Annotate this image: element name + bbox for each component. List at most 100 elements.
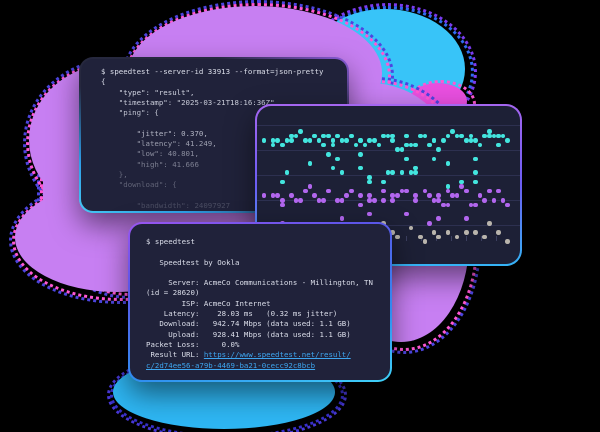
gray-dense-row-dot (418, 234, 423, 240)
cyan-scatter-dot (473, 156, 478, 162)
plot-gridline (257, 200, 520, 201)
cyan-scatter-dot (459, 179, 464, 185)
cyan-dense-row-dot (441, 138, 446, 143)
purple-dense-row-dot (459, 184, 464, 189)
purple-dense-row-dot (445, 188, 451, 194)
purple-dense-row-dot (454, 193, 460, 198)
cyan-scatter-dot (390, 170, 395, 175)
cyan-dense-row-dot (316, 138, 322, 143)
cyan-dense-row-dot (487, 133, 492, 139)
cyan-dense-row-dot (289, 138, 294, 143)
purple-dense-row-dot (280, 198, 285, 203)
cyan-dense-row-dot (270, 138, 276, 143)
purple-dense-row-dot (372, 198, 377, 203)
cyan-scatter-dot (330, 165, 336, 171)
purple-dense-row-dot (390, 198, 395, 203)
purple-dense-row-dot (500, 198, 506, 203)
gray-dense-row-dot (390, 230, 395, 235)
cyan-dense-row-dot (321, 142, 326, 148)
purple-dense-row-dot (275, 193, 280, 198)
purple-dense-row-dot (468, 202, 474, 208)
cyan-dense-row-dot (473, 138, 478, 143)
terminal-line (146, 268, 390, 278)
purple-dense-row-dot (316, 198, 322, 203)
terminal-line: "latency": 41.249, (101, 139, 217, 149)
cyan-dense-row-dot (335, 133, 340, 139)
purple-dense-row-dot (464, 188, 469, 194)
terminal-line: Upload: 928.41 Mbps (data used: 1.1 GB) (146, 329, 351, 339)
cyan-dense-row-dot (289, 133, 294, 139)
terminal-line: Download: 942.74 Mbps (data used: 1.1 GB… (146, 319, 351, 329)
cyan-dense-row-dot (339, 138, 345, 143)
terminal-line: "high": 41.666 (101, 159, 199, 169)
terminal-line: Result URL: https://www.speedtest.net/re… (146, 350, 351, 360)
cyan-dense-row-dot (404, 133, 409, 139)
cyan-scatter-dot (339, 170, 345, 175)
terminal-line: (id = 28620) (146, 288, 200, 298)
purple-dense-row-dot (358, 202, 363, 208)
purple-dense-row-dot (349, 188, 354, 194)
x-axis-tick (496, 236, 497, 241)
cyan-scatter-dot (413, 165, 418, 171)
cyan-scatter-dot (335, 156, 340, 162)
terminal-line: "timestamp": "2025-03-21T18:16:36Z", (101, 97, 279, 107)
result-url-link[interactable]: c/2d74ee56-a79b-4469-ba21-0cecc92c8bcb (146, 360, 316, 370)
cyan-scatter-dot (358, 165, 363, 171)
gray-dense-row-dot (431, 230, 437, 235)
purple-dense-row-dot (335, 198, 340, 203)
purple-dense-row-dot (381, 188, 386, 194)
speedtest-terminal-output: $ speedtest Speedtest by Ookla Server: A… (146, 237, 390, 371)
gray-dense-row-dot (445, 230, 451, 235)
cyan-dense-row-dot (399, 147, 405, 152)
speedtest-terminal-window: $ speedtest Speedtest by Ookla Server: A… (128, 222, 392, 382)
cyan-dense-row-dot (298, 129, 303, 134)
purple-dense-row-dot (344, 193, 349, 198)
cyan-dense-row-dot (464, 138, 469, 143)
purple-scatter-dot (427, 221, 432, 226)
cyan-dense-row-dot (381, 133, 386, 139)
cyan-dense-row-dot (459, 133, 464, 139)
gray-dense-row-dot (454, 234, 460, 240)
cyan-scatter-dot (445, 184, 451, 189)
purple-dense-row-dot (404, 188, 409, 194)
purple-dense-row-dot (367, 198, 372, 203)
cyan-dense-row-dot (293, 133, 299, 139)
cyan-scatter-dot (399, 170, 405, 175)
x-axis-tick (451, 236, 452, 241)
purple-dense-row-dot (326, 188, 331, 194)
cyan-dense-row-dot (468, 138, 474, 143)
terminal-line (146, 247, 390, 257)
terminal-line: Speedtest by Ookla (146, 257, 240, 267)
result-url-link[interactable]: https://www.speedtest.net/result/ (203, 350, 351, 360)
cyan-dense-row-dot (376, 142, 382, 148)
cyan-scatter-dot (473, 170, 478, 175)
cyan-dense-row-dot (280, 142, 285, 148)
cyan-scatter-dot (307, 161, 313, 166)
cyan-dense-row-dot (477, 142, 483, 148)
gray-dense-row-dot (464, 230, 469, 235)
cyan-dense-row-dot (390, 138, 395, 143)
json-terminal-output: $ speedtest --server-id 33913 --format=j… (101, 67, 347, 211)
purple-dense-row-dot (339, 198, 345, 203)
gray-dense-row-dot (422, 239, 428, 244)
cyan-dense-row-dot (454, 133, 460, 139)
purple-dense-row-dot (261, 193, 267, 198)
cyan-dense-row-dot (261, 138, 267, 143)
cyan-dense-row-dot (349, 133, 354, 139)
cyan-dense-row-dot (390, 133, 395, 139)
cyan-dense-row-dot (372, 138, 377, 143)
cyan-dense-row-dot (413, 142, 418, 148)
gray-dense-row-dot (482, 234, 487, 240)
plot-gridline (257, 125, 520, 126)
gray-dense-row-dot (395, 234, 400, 240)
terminal-line: }, (101, 169, 128, 179)
gray-dense-row-dot (436, 234, 441, 240)
purple-dense-row-dot (413, 193, 418, 198)
purple-scatter-dot (445, 202, 451, 208)
cyan-dense-row-dot (330, 138, 336, 143)
purple-dense-row-dot (450, 193, 455, 198)
cyan-dense-row-dot (358, 138, 363, 143)
purple-scatter-dot (339, 216, 345, 221)
cyan-dense-row-dot (487, 129, 492, 134)
